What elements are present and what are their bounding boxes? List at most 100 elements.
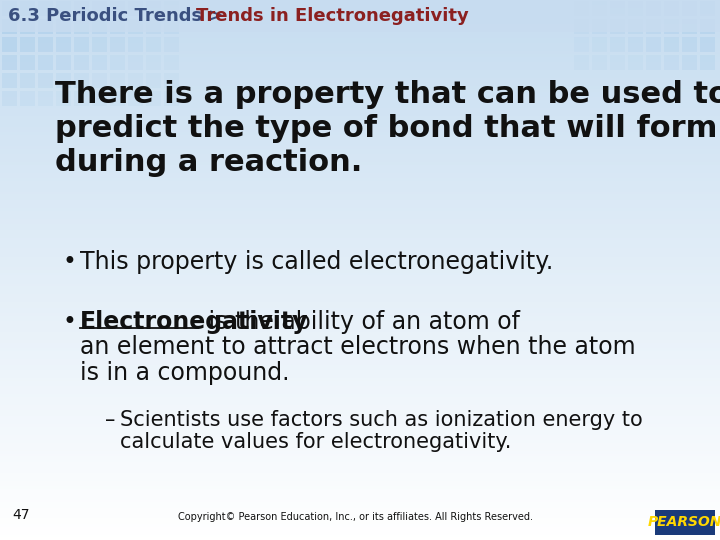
Bar bbox=[0, 3, 720, 5]
Bar bbox=[0, 78, 720, 81]
Bar bbox=[655, 510, 715, 535]
Bar bbox=[0, 202, 720, 205]
Bar bbox=[0, 105, 720, 108]
Bar bbox=[0, 386, 720, 389]
Bar bbox=[628, 37, 643, 52]
Bar bbox=[20, 55, 35, 70]
Text: Copyright© Pearson Education, Inc., or its affiliates. All Rights Reserved.: Copyright© Pearson Education, Inc., or i… bbox=[178, 512, 533, 522]
Bar bbox=[164, 91, 179, 106]
Bar bbox=[92, 37, 107, 52]
Bar bbox=[0, 481, 720, 483]
Bar bbox=[0, 219, 720, 221]
Bar bbox=[0, 16, 720, 19]
Bar bbox=[0, 143, 720, 146]
Bar bbox=[0, 265, 720, 267]
Bar bbox=[0, 140, 720, 143]
Bar bbox=[0, 124, 720, 127]
Bar bbox=[0, 346, 720, 348]
Bar bbox=[56, 55, 71, 70]
Bar bbox=[0, 424, 720, 427]
Bar bbox=[0, 516, 720, 518]
Bar bbox=[0, 192, 720, 194]
Bar bbox=[0, 286, 720, 289]
Bar bbox=[646, 19, 661, 34]
Bar bbox=[74, 73, 89, 88]
Bar bbox=[0, 459, 720, 462]
Bar bbox=[0, 489, 720, 491]
Bar bbox=[0, 497, 720, 500]
Bar bbox=[0, 367, 720, 370]
Bar bbox=[0, 186, 720, 189]
Bar bbox=[0, 200, 720, 202]
Bar bbox=[20, 37, 35, 52]
Bar bbox=[164, 73, 179, 88]
Bar bbox=[38, 55, 53, 70]
Bar bbox=[0, 157, 720, 159]
Bar bbox=[682, 19, 697, 34]
Bar bbox=[146, 55, 161, 70]
Bar bbox=[0, 529, 720, 532]
Bar bbox=[0, 526, 720, 529]
Bar bbox=[0, 535, 720, 537]
Bar bbox=[0, 0, 720, 32]
Bar bbox=[0, 505, 720, 508]
Bar bbox=[0, 324, 720, 327]
Bar bbox=[38, 1, 53, 16]
Bar bbox=[0, 297, 720, 300]
Bar bbox=[0, 238, 720, 240]
Bar bbox=[128, 37, 143, 52]
Bar bbox=[20, 73, 35, 88]
Bar bbox=[0, 76, 720, 78]
Bar bbox=[0, 221, 720, 224]
Text: predict the type of bond that will form: predict the type of bond that will form bbox=[55, 114, 717, 143]
Bar bbox=[0, 394, 720, 397]
Bar bbox=[0, 370, 720, 373]
Bar bbox=[0, 119, 720, 122]
Bar bbox=[0, 73, 720, 76]
Bar bbox=[0, 319, 720, 321]
Bar bbox=[0, 151, 720, 154]
Bar bbox=[0, 494, 720, 497]
Bar bbox=[0, 510, 720, 513]
Bar bbox=[0, 194, 720, 197]
Bar bbox=[0, 378, 720, 381]
Bar bbox=[0, 40, 720, 43]
Bar bbox=[128, 55, 143, 70]
Bar bbox=[110, 73, 125, 88]
Bar bbox=[0, 0, 720, 3]
Bar bbox=[164, 37, 179, 52]
Bar bbox=[0, 256, 720, 259]
Bar bbox=[0, 49, 720, 51]
Text: calculate values for electronegativity.: calculate values for electronegativity. bbox=[120, 433, 511, 453]
Bar bbox=[128, 19, 143, 34]
Bar bbox=[0, 373, 720, 375]
Bar bbox=[2, 19, 17, 34]
Bar bbox=[74, 55, 89, 70]
Bar bbox=[0, 413, 720, 416]
Bar bbox=[610, 37, 625, 52]
Bar bbox=[574, 1, 589, 16]
Text: •: • bbox=[62, 250, 76, 274]
Bar bbox=[0, 94, 720, 97]
Bar bbox=[0, 392, 720, 394]
Bar bbox=[574, 55, 589, 70]
Bar bbox=[0, 11, 720, 14]
Bar bbox=[0, 454, 720, 456]
Bar bbox=[92, 1, 107, 16]
Bar bbox=[38, 73, 53, 88]
Bar bbox=[0, 97, 720, 100]
Bar bbox=[0, 59, 720, 62]
Bar bbox=[0, 176, 720, 178]
Bar bbox=[0, 472, 720, 475]
Bar bbox=[646, 37, 661, 52]
Bar bbox=[0, 22, 720, 24]
Bar bbox=[0, 467, 720, 470]
Bar bbox=[0, 532, 720, 535]
Bar bbox=[20, 1, 35, 16]
Bar bbox=[164, 55, 179, 70]
Bar bbox=[0, 100, 720, 103]
Bar bbox=[0, 364, 720, 367]
Bar bbox=[128, 91, 143, 106]
Bar bbox=[0, 321, 720, 324]
Bar bbox=[0, 173, 720, 176]
